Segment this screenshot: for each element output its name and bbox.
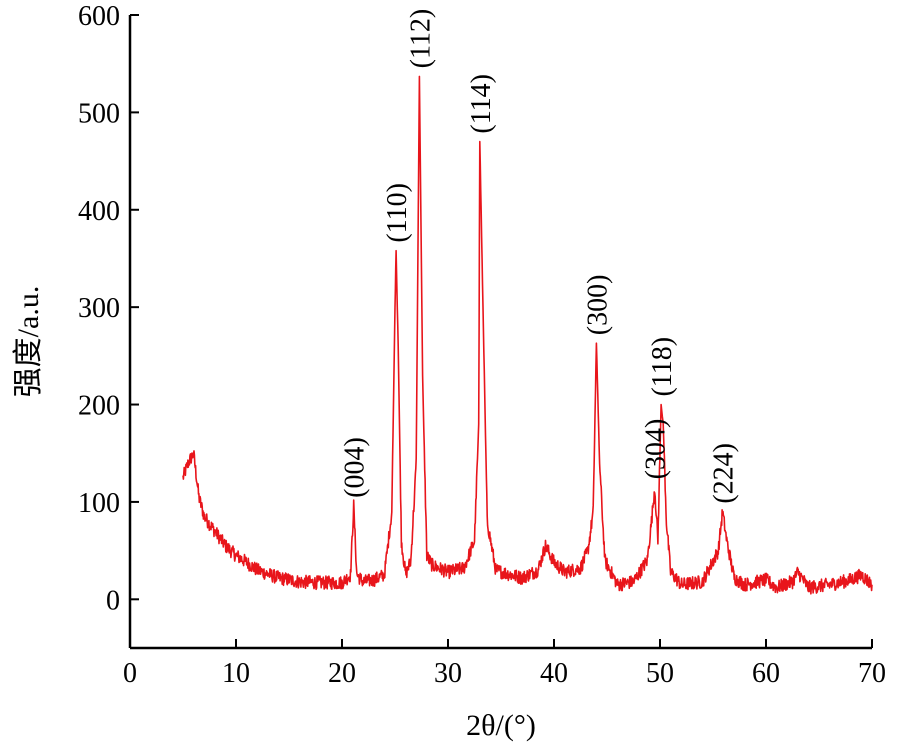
y-tick-label: 500: [78, 98, 120, 129]
axes: [128, 15, 872, 650]
peak-label: (304): [641, 419, 672, 480]
peak-label: (114): [466, 74, 497, 134]
peak-label: (110): [382, 183, 413, 243]
peak-label: (004): [340, 437, 371, 498]
y-tick-label: 400: [78, 196, 120, 227]
y-tick-label: 300: [78, 293, 120, 324]
x-tick-label: 50: [646, 658, 674, 689]
y-axis-title: 强度/a.u.: [12, 286, 45, 398]
x-tick-label: 40: [540, 658, 568, 689]
peak-label: (224): [709, 443, 740, 504]
y-ticks: 0 100 200 300 400 500 600: [78, 1, 139, 616]
x-tick-label: 10: [222, 658, 250, 689]
plot-area: [182, 75, 873, 595]
x-tick-label: 60: [752, 658, 780, 689]
y-tick-label: 600: [78, 1, 120, 32]
y-tick-label: 100: [78, 488, 120, 519]
xrd-series-line: [182, 75, 873, 595]
y-tick-label: 200: [78, 391, 120, 422]
y-tick-label: 0: [106, 585, 120, 616]
x-ticks: 0 10 20 30 40 50 60 70: [123, 639, 886, 689]
x-tick-label: 0: [123, 658, 137, 689]
x-tick-label: 70: [858, 658, 886, 689]
peak-labels: (004) (110) (112) (114) (300) (304) (118) (224): [340, 9, 740, 504]
x-tick-label: 30: [434, 658, 462, 689]
peak-label: (118): [647, 337, 678, 397]
peak-label: (112): [405, 9, 436, 69]
x-tick-label: 20: [328, 658, 356, 689]
peak-label: (300): [582, 275, 613, 336]
x-axis-title: 2θ/(°): [466, 709, 536, 742]
